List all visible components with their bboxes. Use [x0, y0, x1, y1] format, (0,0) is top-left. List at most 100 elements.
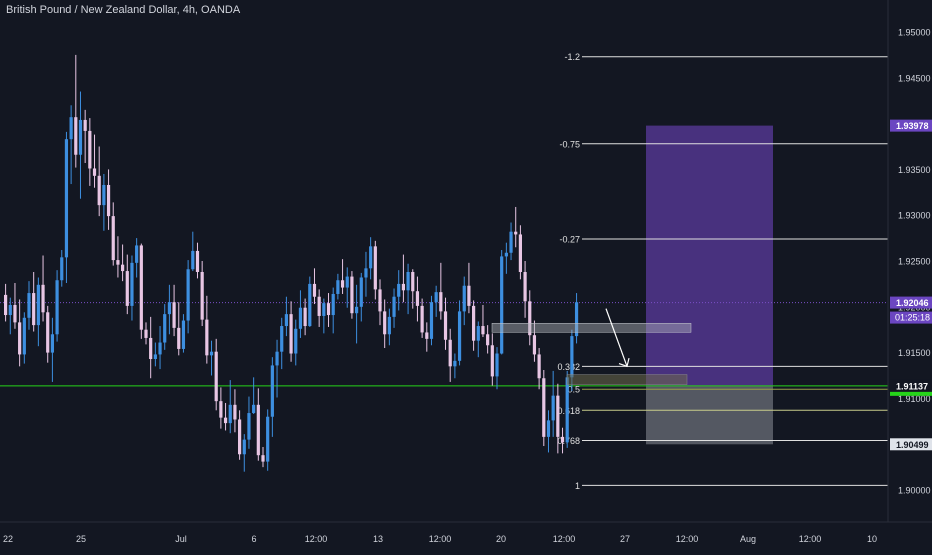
- candle[interactable]: [121, 244, 125, 282]
- candle[interactable]: [200, 261, 204, 327]
- candle[interactable]: [364, 251, 368, 297]
- candle[interactable]: [434, 285, 438, 317]
- candle[interactable]: [462, 276, 466, 326]
- candle[interactable]: [46, 305, 50, 363]
- candle[interactable]: [195, 242, 200, 279]
- candle[interactable]: [420, 298, 424, 338]
- candle[interactable]: [144, 322, 148, 345]
- candle[interactable]: [209, 340, 214, 376]
- candle[interactable]: [270, 357, 274, 437]
- candle[interactable]: [457, 300, 462, 366]
- candle[interactable]: [528, 290, 532, 346]
- candle[interactable]: [116, 236, 120, 278]
- candle[interactable]: [500, 250, 504, 355]
- candle[interactable]: [289, 301, 293, 362]
- candle[interactable]: [532, 320, 537, 362]
- candle[interactable]: [401, 254, 405, 303]
- candle[interactable]: [490, 333, 494, 386]
- candle[interactable]: [443, 297, 448, 350]
- candle[interactable]: [130, 255, 134, 321]
- candle[interactable]: [88, 118, 92, 186]
- candle[interactable]: [481, 304, 485, 338]
- candle[interactable]: [556, 383, 560, 454]
- candle[interactable]: [233, 389, 237, 433]
- candle[interactable]: [429, 295, 434, 346]
- candle[interactable]: [4, 283, 8, 322]
- candle[interactable]: [78, 91, 83, 199]
- candle[interactable]: [238, 410, 242, 460]
- candle[interactable]: [359, 272, 363, 322]
- candle[interactable]: [60, 250, 64, 287]
- candle[interactable]: [64, 131, 69, 283]
- candle[interactable]: [298, 290, 303, 338]
- candle[interactable]: [111, 202, 115, 266]
- candle[interactable]: [125, 254, 129, 315]
- candle[interactable]: [83, 109, 87, 163]
- target-zone[interactable]: [646, 125, 773, 386]
- annotations[interactable]: [491, 308, 692, 385]
- position-tool[interactable]: [646, 125, 773, 445]
- candle[interactable]: [139, 243, 143, 339]
- arrow-head[interactable]: [618, 357, 630, 368]
- candle[interactable]: [214, 338, 218, 411]
- candle[interactable]: [36, 277, 40, 347]
- candle[interactable]: [266, 409, 270, 471]
- candle[interactable]: [448, 328, 452, 382]
- candle[interactable]: [158, 326, 162, 370]
- candle[interactable]: [504, 242, 508, 274]
- candle[interactable]: [27, 281, 31, 330]
- candle[interactable]: [574, 293, 579, 344]
- candle[interactable]: [312, 268, 317, 305]
- candle[interactable]: [172, 284, 176, 337]
- candle[interactable]: [135, 238, 139, 278]
- candle[interactable]: [486, 325, 490, 354]
- candle[interactable]: [406, 263, 410, 315]
- candle[interactable]: [439, 262, 443, 320]
- candle[interactable]: [345, 267, 349, 308]
- candle[interactable]: [275, 339, 279, 398]
- candle[interactable]: [308, 276, 312, 327]
- candle[interactable]: [317, 289, 321, 327]
- candle[interactable]: [228, 380, 232, 434]
- candle[interactable]: [252, 377, 256, 414]
- candle[interactable]: [13, 282, 17, 329]
- candle[interactable]: [153, 342, 157, 367]
- candle[interactable]: [322, 298, 326, 334]
- candle[interactable]: [336, 273, 340, 300]
- candle[interactable]: [102, 173, 106, 231]
- candle[interactable]: [425, 322, 429, 352]
- candle[interactable]: [69, 105, 73, 185]
- horizontal-lines[interactable]: [0, 302, 888, 387]
- candle[interactable]: [149, 316, 153, 379]
- candle[interactable]: [167, 284, 171, 335]
- candle[interactable]: [350, 271, 354, 319]
- candle[interactable]: [280, 317, 284, 370]
- candle[interactable]: [514, 206, 518, 248]
- candle[interactable]: [523, 261, 527, 318]
- candle[interactable]: [546, 410, 551, 453]
- candle[interactable]: [18, 299, 22, 367]
- candle[interactable]: [191, 231, 195, 272]
- candle[interactable]: [415, 276, 420, 322]
- candle[interactable]: [495, 347, 499, 390]
- candle[interactable]: [284, 296, 288, 337]
- candle[interactable]: [55, 270, 59, 342]
- candle[interactable]: [551, 370, 555, 437]
- candle[interactable]: [537, 348, 541, 390]
- candle[interactable]: [542, 370, 546, 447]
- candle[interactable]: [247, 396, 251, 449]
- candle[interactable]: [303, 298, 307, 336]
- candle[interactable]: [472, 300, 476, 351]
- candle[interactable]: [378, 279, 382, 326]
- candle[interactable]: [92, 134, 97, 188]
- candle[interactable]: [411, 269, 415, 309]
- candle[interactable]: [340, 259, 345, 294]
- candle[interactable]: [397, 270, 401, 311]
- candle[interactable]: [181, 314, 186, 353]
- candle[interactable]: [256, 388, 260, 461]
- candle[interactable]: [476, 321, 480, 358]
- candle[interactable]: [41, 255, 45, 322]
- candle[interactable]: [186, 260, 190, 334]
